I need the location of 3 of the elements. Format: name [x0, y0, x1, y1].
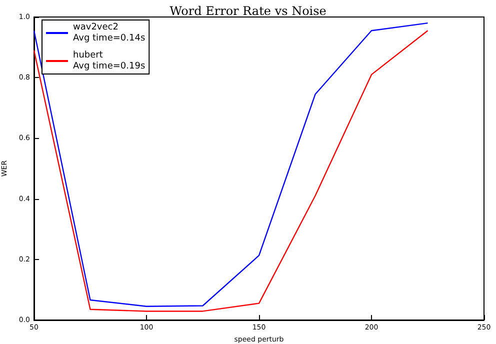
legend-label: hubert Avg time=0.19s [73, 50, 146, 72]
legend-label: wav2vec2 Avg time=0.14s [73, 22, 146, 44]
chart-title: Word Error Rate vs Noise [170, 4, 326, 18]
